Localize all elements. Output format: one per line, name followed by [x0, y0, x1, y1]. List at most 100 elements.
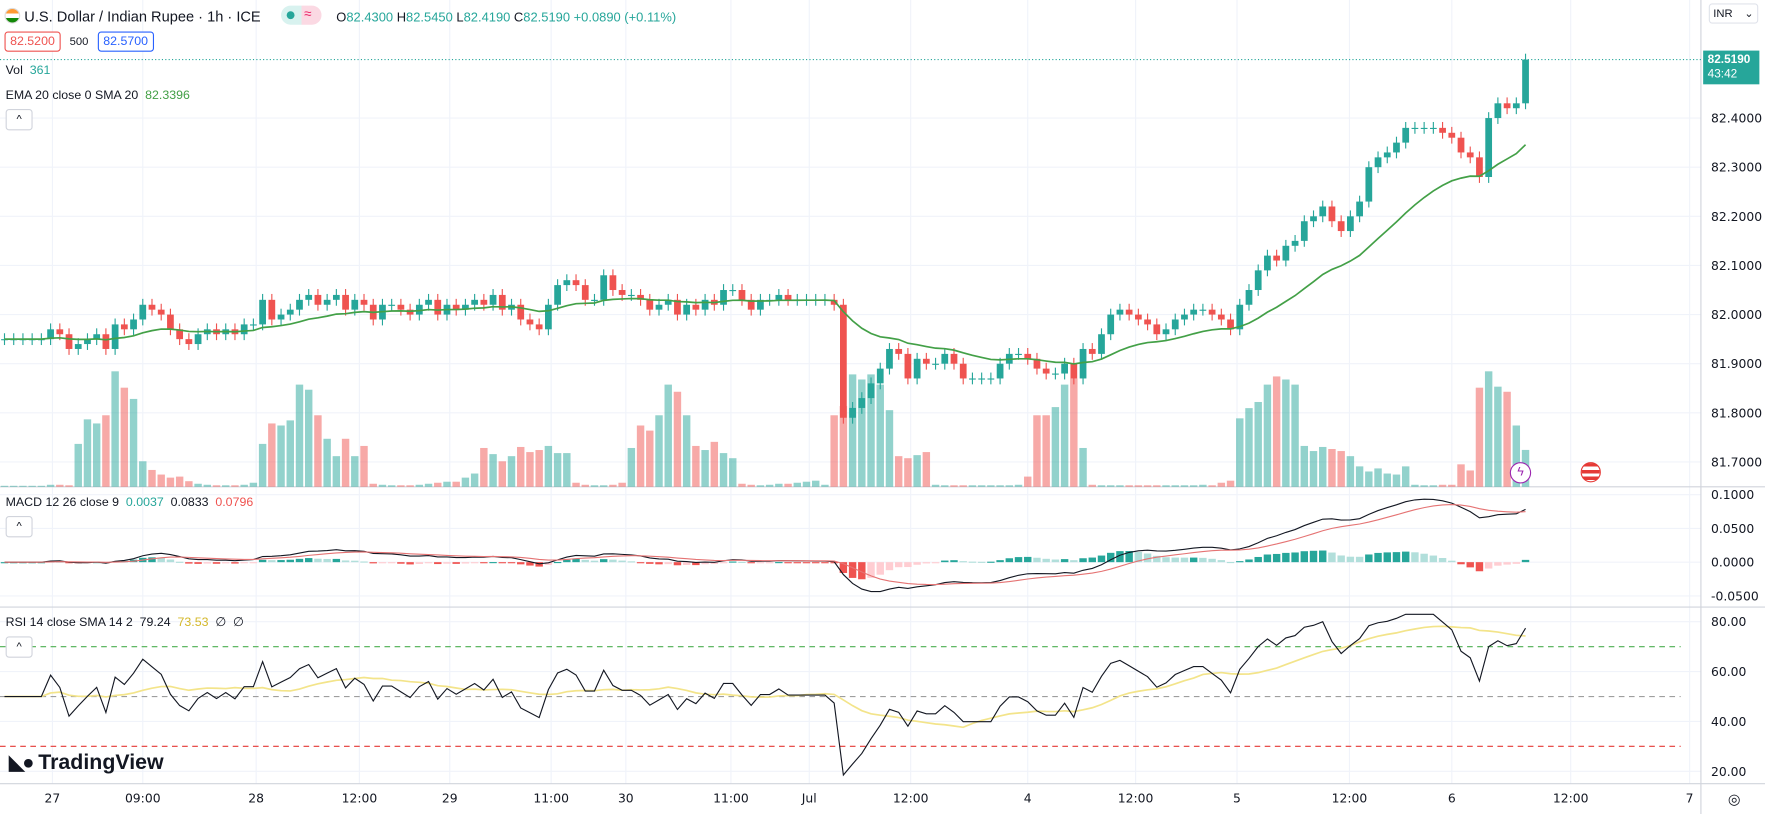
brand-name: TradingView: [38, 751, 164, 775]
candle-body: [1457, 137, 1465, 153]
candle-body: [1217, 314, 1225, 320]
chevron-up-icon: ^: [16, 113, 22, 126]
buy-button[interactable]: 82.5700: [97, 31, 154, 52]
candle-body: [738, 290, 746, 300]
volume-bar: [1060, 384, 1069, 487]
candle-body: [1153, 324, 1161, 335]
volume-bar: [397, 485, 405, 487]
volume-bar: [19, 485, 27, 487]
volume-bar: [249, 482, 258, 487]
macd-histogram-bar: [1272, 553, 1281, 563]
symbol-title[interactable]: U.S. Dollar / Indian Rupee · 1h · ICE: [24, 7, 261, 25]
candle-body: [452, 304, 460, 310]
time-axis-label: 09:00: [125, 792, 161, 806]
macd-histogram-bar: [802, 562, 811, 564]
volume-legend-label: Vol: [5, 64, 23, 78]
macd-histogram-bar: [1319, 550, 1327, 563]
volume-bar: [609, 484, 617, 487]
macd-histogram-bar: [1512, 562, 1521, 564]
volume-bar: [10, 485, 18, 487]
time-axis-label: 28: [248, 792, 264, 806]
candle-body: [572, 280, 580, 286]
macd-histogram-bar: [1134, 551, 1143, 563]
macd-histogram-bar: [507, 562, 516, 564]
volume-bar: [258, 443, 267, 487]
macd-histogram-bar: [1106, 552, 1115, 563]
macd-histogram-bar: [1475, 562, 1484, 572]
macd-histogram-bar: [1014, 557, 1023, 563]
us-economic-event-icon[interactable]: [1580, 462, 1601, 483]
currency-dropdown[interactable]: INR ⌄: [1708, 3, 1759, 24]
candle-body: [1236, 304, 1244, 330]
volume-legend[interactable]: Vol 361: [6, 64, 51, 77]
volume-bar: [1079, 447, 1087, 487]
macd-histogram-bar: [1521, 559, 1530, 563]
volume-bar: [231, 485, 239, 487]
candle-body: [1300, 221, 1308, 241]
volume-bar: [885, 410, 894, 487]
settings-eye-icon[interactable]: ◎: [1727, 790, 1741, 808]
candle-body: [1181, 314, 1188, 320]
candle-body: [775, 294, 783, 300]
volume-bar: [157, 474, 165, 487]
macd-hist-value: 0.0037: [125, 495, 164, 510]
macd-histogram-bar: [765, 562, 774, 564]
macd-histogram-bar: [830, 562, 838, 564]
volume-bar: [775, 483, 783, 487]
rsi-legend[interactable]: RSI 14 close SMA 14 2 79.24 73.53 ∅ ∅: [6, 615, 244, 629]
volume-bar: [1355, 466, 1364, 487]
candle-body: [600, 275, 608, 300]
candle-body: [1052, 373, 1059, 375]
macd-legend[interactable]: MACD 12 26 close 9 0.0037 0.0833 0.0796: [6, 496, 254, 509]
time-axis-label: 12:00: [893, 792, 929, 806]
lightning-event-icon[interactable]: ϟ: [1509, 462, 1532, 484]
collapse-macd-button[interactable]: ^: [5, 516, 33, 538]
macd-histogram-bar: [1365, 554, 1373, 563]
macd-histogram-bar: [544, 562, 553, 565]
volume-bar: [1088, 484, 1096, 487]
market-open-dot-icon: [286, 11, 294, 20]
market-status-badge[interactable]: ≈: [280, 5, 321, 25]
collapse-legend-button[interactable]: ^: [5, 109, 33, 131]
candle-body: [1383, 152, 1391, 158]
candle-body: [425, 299, 432, 305]
volume-bar: [848, 374, 857, 487]
candle-body: [240, 324, 248, 335]
ema-legend[interactable]: EMA 20 close 0 SMA 20 82.3396: [6, 89, 190, 102]
candle-body: [1134, 314, 1142, 320]
candle-body: [922, 358, 930, 364]
ema-line: [4, 144, 1527, 365]
macd-histogram-bar: [360, 561, 368, 563]
collapse-rsi-button[interactable]: ^: [5, 636, 33, 658]
macd-histogram-bar: [341, 560, 350, 563]
volume-bar: [517, 446, 525, 487]
candle-body: [1, 339, 8, 341]
macd-histogram-bar: [977, 561, 986, 563]
sell-button[interactable]: 82.5200: [4, 31, 61, 52]
macd-histogram-bar: [387, 562, 396, 564]
candle-body: [1264, 255, 1271, 271]
candle-body: [1356, 201, 1363, 217]
volume-bar: [682, 415, 691, 487]
tradingview-logo[interactable]: ◣● TradingView: [9, 751, 164, 776]
time-axis-label: 29: [442, 792, 458, 806]
candle-body: [250, 324, 257, 326]
macd-histogram-bar: [222, 562, 230, 564]
candle-body: [406, 309, 414, 315]
volume-bar: [148, 469, 156, 487]
candle-body: [1494, 103, 1502, 119]
candle-body: [120, 324, 128, 330]
ema-legend-label: EMA 20 close 0 SMA 20: [5, 88, 139, 103]
macd-histogram-bar: [1374, 552, 1382, 563]
candle-body: [397, 304, 405, 310]
macd-histogram-bar: [1079, 558, 1087, 563]
macd-histogram-bar: [526, 562, 534, 566]
candle-body: [535, 324, 543, 330]
macd-signal-line: [4, 504, 1526, 586]
volume-bar: [581, 484, 589, 487]
candle-body: [1429, 127, 1437, 130]
volume-bar: [1494, 386, 1502, 487]
volume-bar: [83, 419, 92, 487]
time-axis-label: 6: [1448, 792, 1456, 806]
